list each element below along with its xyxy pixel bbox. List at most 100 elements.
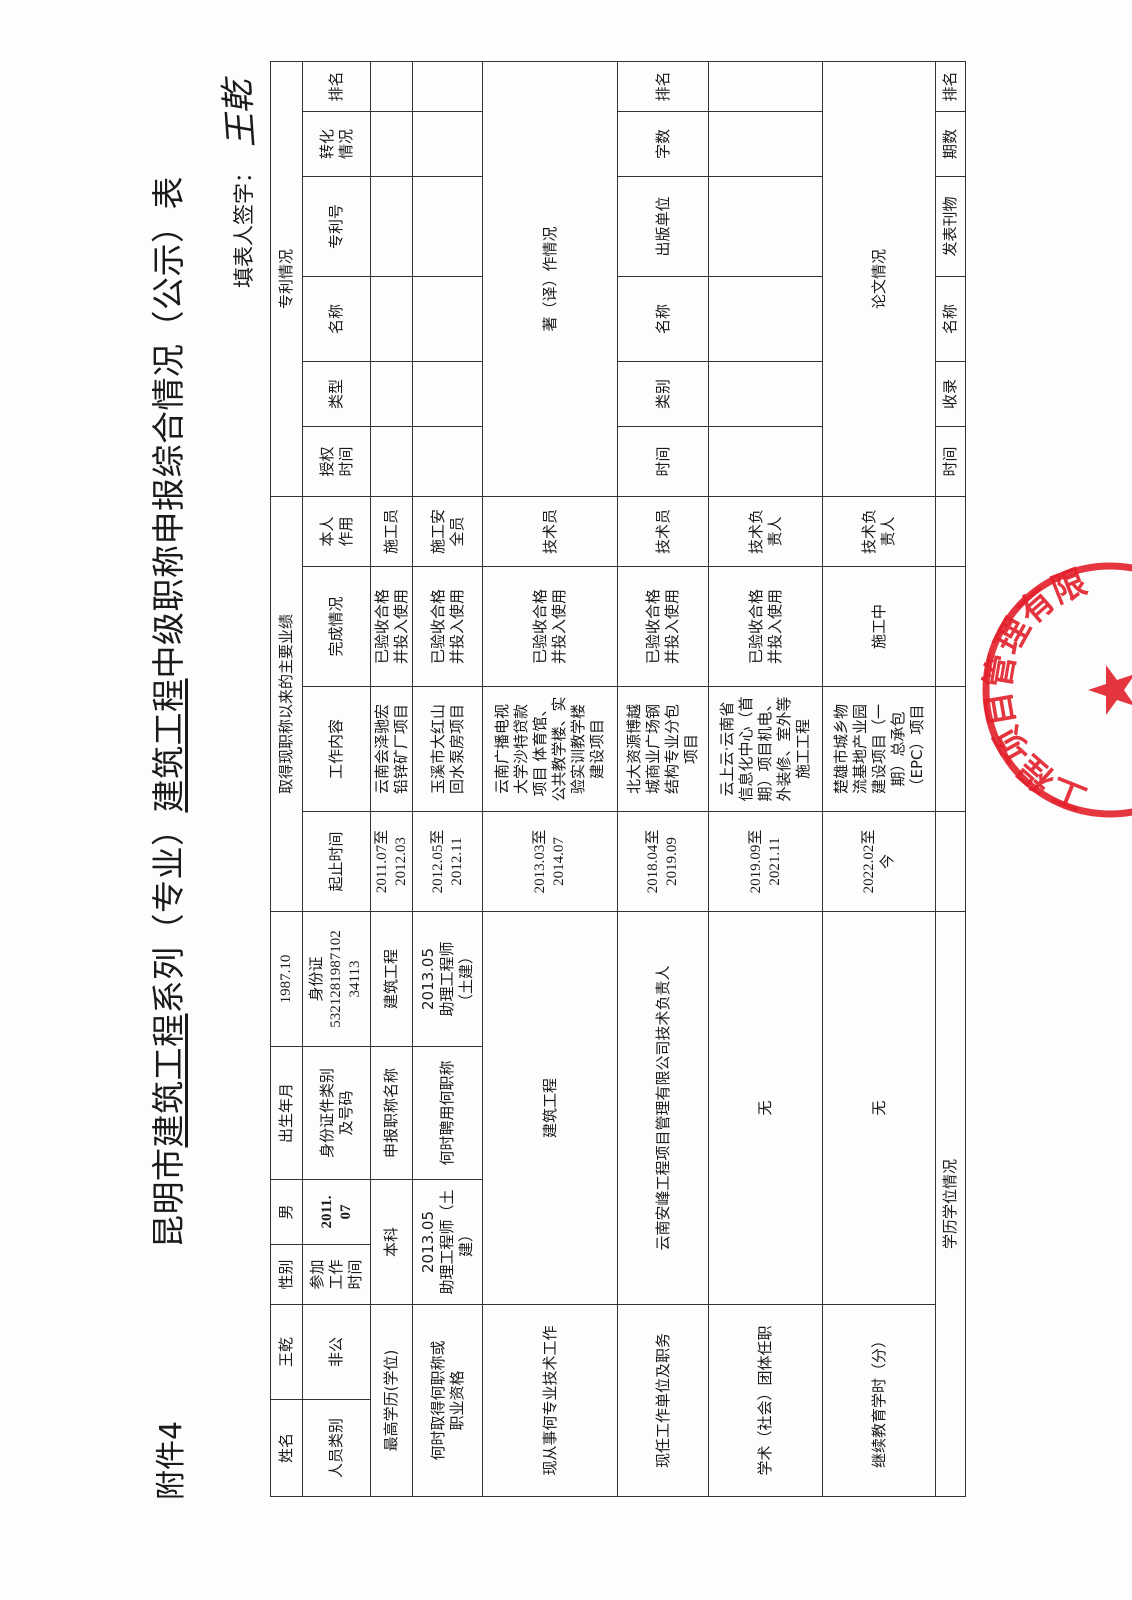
table-row: 现任工作单位及职务 云南安峰工程项目管理有限公司技术负责人 2018.04至 2… (617, 61, 709, 1497)
achievement-content: 云南会泽驰宏 铅锌矿厂项目 (370, 686, 413, 812)
attachment-number: 附件4 (154, 1420, 189, 1500)
category-value: 非公 (302, 1304, 371, 1400)
achievement-period: 2019.09至 2021.11 (708, 811, 823, 912)
table-row: 学历学位情况 时间 收录 名称 发表刊物 期数 排名 (935, 61, 966, 1497)
achievement-period: 2018.04至 2019.09 (617, 811, 709, 912)
column-header: 完成情况 (302, 566, 371, 687)
empty-cell (370, 176, 413, 277)
empty-cell (708, 276, 823, 362)
education-label: 最高学历(学位) (370, 1304, 413, 1497)
empty-cell (412, 426, 483, 497)
work-start-value: 2011. 07 (302, 1179, 371, 1245)
company-seal-stamp: 工程项目管理有限 (978, 562, 1132, 818)
society-value: 无 (708, 911, 823, 1305)
empty-cell (935, 496, 966, 567)
name-label: 姓名 (270, 1399, 303, 1497)
name-value: 王乾 (270, 1304, 303, 1400)
apply-title-value: 建筑工程 (370, 911, 413, 1047)
table-row: 继续教育学时（分） 无 2022.02至 今 楚雄市城乡物 流基地产业园 建设项… (822, 61, 936, 1497)
achievement-role: 技术员 (617, 496, 709, 567)
empty-cell (935, 566, 966, 687)
patents-header: 专利情况 (270, 61, 303, 497)
column-header: 名称 (935, 276, 966, 362)
stamp-ring (982, 562, 1132, 818)
birth-value: 1987.10 (270, 911, 303, 1047)
empty-cell (370, 61, 413, 112)
column-header: 排名 (617, 61, 709, 112)
table-row: 现从事何专业技术工作 建筑工程 2013.03至 2014.07 云南广播电视 … (482, 61, 618, 1497)
empty-cell (708, 426, 823, 497)
page-title: 昆明市建筑工程系列（专业）建筑工程中级职称申报综合情况（公示）表 (142, 176, 190, 1248)
achievement-period: 2013.03至 2014.07 (482, 811, 618, 912)
hired-label: 何时聘用何职称 (412, 1046, 483, 1180)
column-header: 类型 (302, 361, 371, 427)
gender-value: 男 (270, 1179, 303, 1245)
continuing-education-value: 无 (822, 911, 936, 1305)
work-start-label: 参加 工作 时间 (302, 1244, 371, 1305)
title-part-underlined: 建筑工程 (149, 678, 188, 813)
column-header: 类别 (617, 361, 709, 427)
achievement-status: 已验收合格 并投入使用 (708, 566, 823, 687)
employer-label: 现任工作单位及职务 (617, 1304, 709, 1497)
obtained-label: 何时取得何职称或 职业资格 (412, 1304, 483, 1497)
column-header: 授权 时间 (302, 426, 371, 497)
achievement-role: 技术员 (482, 496, 618, 567)
application-form-table: 姓名 王乾 性别 男 出生年月 1987.10 取得现职称以来的主要业绩 专利情… (270, 61, 966, 1497)
apply-title-label: 申报职称名称 (370, 1046, 413, 1180)
achievement-status: 已验收合格 并投入使用 (482, 566, 618, 687)
achievement-period: 2022.02至 今 (822, 811, 936, 912)
column-header: 收录 (935, 361, 966, 427)
achievement-content: 北大资源博越 城商业广场钢 结构专业分包 项目 (617, 686, 709, 812)
achievement-status: 施工中 (822, 566, 936, 687)
empty-cell (412, 61, 483, 112)
column-header: 期数 (935, 111, 966, 177)
id-value: 身份证 5321281987102 34113 (302, 911, 371, 1047)
column-header: 排名 (302, 61, 371, 112)
degree-label: 学历学位情况 (935, 911, 966, 1497)
society-label: 学术（社会）团体任职 (708, 1304, 823, 1497)
table-row: 人员类别 非公 参加 工作 时间 2011. 07 身份证件类别 及号码 身份证… (302, 61, 371, 1497)
star-icon (1088, 665, 1132, 715)
achievement-content: 楚雄市城乡物 流基地产业园 建设项目（一 期）总承包 （EPC）项目 (822, 686, 936, 812)
column-header: 时间 (617, 426, 709, 497)
achievement-status: 已验收合格 并投入使用 (412, 566, 483, 687)
title-part: 昆明市 (149, 1147, 188, 1249)
column-header: 排名 (935, 61, 966, 112)
empty-cell (412, 176, 483, 277)
id-label: 身份证件类别 及号码 (302, 1046, 371, 1180)
papers-header: 论文情况 (822, 61, 936, 497)
table-row: 姓名 王乾 性别 男 出生年月 1987.10 取得现职称以来的主要业绩 专利情… (270, 61, 303, 1497)
empty-cell (935, 811, 966, 912)
column-header: 工作内容 (302, 686, 371, 812)
table-row: 何时取得何职称或 职业资格 2013.05 助理工程师（土建） 何时聘用何职称 … (412, 61, 483, 1497)
column-header: 本人 作用 (302, 496, 371, 567)
empty-cell (370, 276, 413, 362)
empty-cell (370, 111, 413, 177)
table-row: 学术（社会）团体任职 无 2019.09至 2021.11 云上云·云南省 信息… (708, 61, 823, 1497)
empty-cell (412, 276, 483, 362)
obtained-value: 2013.05 助理工程师（土建） (412, 1179, 483, 1305)
birth-label: 出生年月 (270, 1046, 303, 1180)
achievement-role: 技术负 责人 (708, 496, 823, 567)
empty-cell (708, 176, 823, 277)
column-header: 名称 (302, 276, 371, 362)
column-header: 起止时间 (302, 811, 371, 912)
column-header: 时间 (935, 426, 966, 497)
column-header: 名称 (617, 276, 709, 362)
column-header: 发表刊物 (935, 176, 966, 277)
gender-label: 性别 (270, 1244, 303, 1305)
books-header: 著（译）作情况 (482, 61, 618, 497)
column-header: 字数 (617, 111, 709, 177)
signer-label: 填表人签字： (232, 162, 256, 288)
empty-cell (412, 111, 483, 177)
achievement-period: 2011.07至 2012.03 (370, 811, 413, 912)
achievement-role: 技术负 责人 (822, 496, 936, 567)
achievement-role: 施工安 全员 (412, 496, 483, 567)
achievement-role: 施工员 (370, 496, 413, 567)
achievement-content: 玉溪市大红山 回水泵房项目 (412, 686, 483, 812)
empty-cell (708, 361, 823, 427)
title-part: 系列（专业） (149, 812, 188, 1014)
achievement-period: 2012.05至 2012.11 (412, 811, 483, 912)
stamp-text: 工程项目管理有限 (978, 562, 1092, 818)
